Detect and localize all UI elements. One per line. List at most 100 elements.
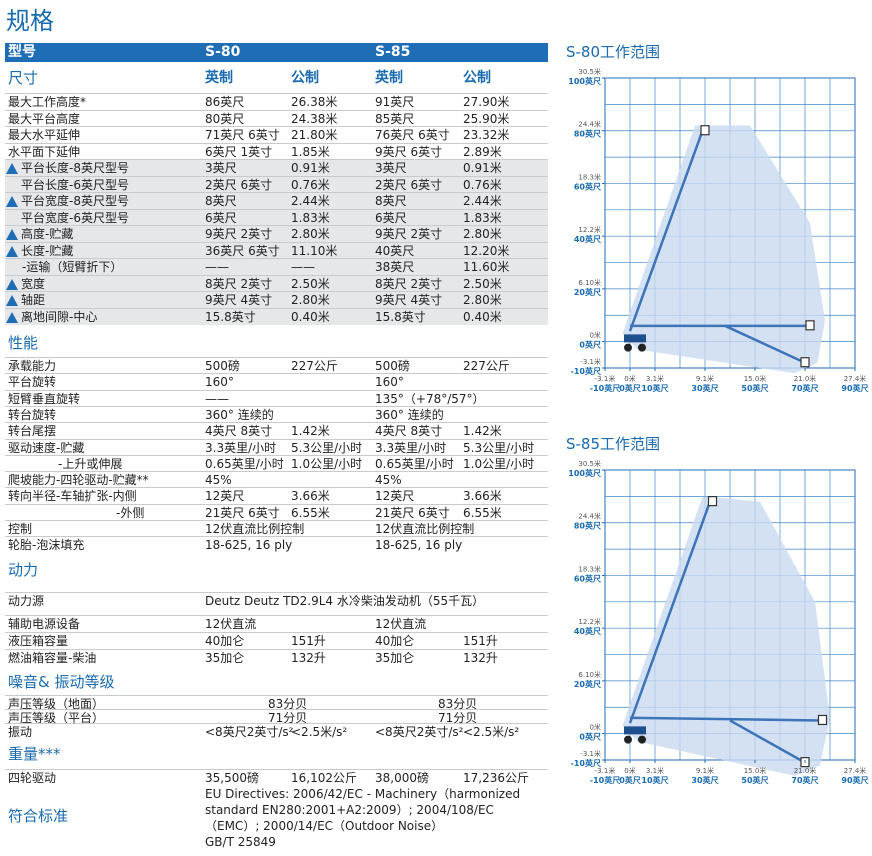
cell-value: 151升 xyxy=(463,634,498,648)
cell-value: 1.42米 xyxy=(291,424,330,438)
row-rule xyxy=(5,225,548,226)
cell-value: 3.66米 xyxy=(463,489,502,503)
row-label: 最大平台高度 xyxy=(8,112,81,126)
unit-header: 公制 xyxy=(463,70,491,86)
work-envelope xyxy=(622,125,825,374)
row-rule xyxy=(5,695,548,696)
cell-value: 45% xyxy=(205,473,232,487)
row-rule xyxy=(5,209,548,210)
cell-value: 8英尺 2英寸 xyxy=(205,277,273,291)
cell-value: 0.76米 xyxy=(463,178,502,192)
row-rule xyxy=(5,373,548,374)
row-label: 辅助电源设备 xyxy=(8,617,81,631)
row-label: 平台宽度-8英尺型号 xyxy=(21,194,129,208)
cell-value: 9英尺 4英寸 xyxy=(205,293,273,307)
cell-value: 2英尺 6英寸 xyxy=(205,178,273,192)
cell-value: 12伏直流 xyxy=(375,617,427,631)
cell-value: 9英尺 6英寸 xyxy=(375,145,443,159)
standards-text: GB/T 25849 xyxy=(205,835,276,849)
cell-value: 11.10米 xyxy=(291,244,338,258)
y-tick-metric: 0米 xyxy=(590,723,601,732)
cell-value: 3英尺 xyxy=(205,161,237,175)
cell-value: 1.83米 xyxy=(463,211,502,225)
y-tick-metric: 24.4米 xyxy=(578,512,601,521)
cell-value: 83分贝 xyxy=(268,697,308,711)
cell-value: 71分贝 xyxy=(438,711,478,725)
cell-value: <8英尺2英寸/s² xyxy=(375,725,464,739)
model-name: S-80 xyxy=(205,44,241,60)
cell-value: 21英尺 6英寸 xyxy=(375,506,450,520)
cell-value: 8英尺 xyxy=(375,194,407,208)
cell-value: 6.55米 xyxy=(463,506,502,520)
cell-value: 16,102公斤 xyxy=(291,771,357,785)
cell-value: 227公斤 xyxy=(463,359,510,373)
row-label: 燃油箱容量-柴油 xyxy=(8,651,97,665)
x-tick-metric: 3.1米 xyxy=(646,374,664,383)
cell-value: 360° 连续的 xyxy=(375,408,444,422)
row-label: 水平面下延伸 xyxy=(8,145,81,159)
row-rule xyxy=(5,192,548,193)
cell-value: 2.44米 xyxy=(463,194,502,208)
cell-value: 0.76米 xyxy=(291,178,330,192)
y-tick-label: -10英尺 xyxy=(571,366,601,376)
x-tick-metric: 21.0米 xyxy=(794,374,817,383)
cell-value: 25.90米 xyxy=(463,112,510,126)
cell-value: 1.42米 xyxy=(463,424,502,438)
cell-value: 3英尺 xyxy=(375,161,407,175)
section-title: 噪音& 振动等级 xyxy=(8,673,115,691)
row-label: 平台长度-8英尺型号 xyxy=(21,161,129,175)
wheel xyxy=(624,343,632,352)
cell-value: 0.91米 xyxy=(463,161,502,175)
row-rule xyxy=(5,709,548,710)
cell-value: 160° xyxy=(205,375,234,389)
y-tick-label: 80英尺 xyxy=(574,521,601,531)
x-tick-label: 70英尺 xyxy=(791,775,818,785)
cell-value: 12英尺 xyxy=(205,489,245,503)
row-rule xyxy=(5,487,548,488)
row-rule xyxy=(5,110,548,111)
standards-text: EU Directives: 2006/42/EC - Machinery（ha… xyxy=(205,787,521,833)
x-tick-label: 90英尺 xyxy=(841,383,868,393)
x-tick-metric: 9.1米 xyxy=(696,374,714,383)
y-tick-metric: -3.1米 xyxy=(580,357,601,366)
cell-value: 12伏直流 xyxy=(205,617,257,631)
y-tick-metric: 6.10米 xyxy=(578,278,601,287)
row-label: 驱动速度-贮藏 xyxy=(8,441,85,455)
cell-value: 91英尺 xyxy=(375,95,415,109)
row-rule xyxy=(5,291,548,292)
cell-value: 35,500磅 xyxy=(205,771,259,785)
y-tick-metric: 12.2米 xyxy=(578,617,601,626)
y-tick-label: 40英尺 xyxy=(574,626,601,636)
row-rule xyxy=(5,390,548,391)
y-tick-metric: 6.10米 xyxy=(578,670,601,679)
row-rule xyxy=(5,769,548,770)
cell-value: 40加仑 xyxy=(375,634,415,648)
row-rule xyxy=(5,439,548,440)
row-label: 平台长度-6英尺型号 xyxy=(21,178,129,192)
x-tick-label: 90英尺 xyxy=(841,775,868,785)
y-tick-metric: 18.3米 xyxy=(578,564,601,573)
cell-value: 86英尺 xyxy=(205,95,245,109)
y-tick-label: 20英尺 xyxy=(574,679,601,689)
y-tick-metric: 0米 xyxy=(590,331,601,340)
x-tick-label: -10英尺 xyxy=(590,383,620,393)
x-tick-label: 50英尺 xyxy=(741,383,768,393)
x-tick-metric: 21.0米 xyxy=(794,766,817,775)
model-label: 型号 xyxy=(8,44,36,60)
wheel xyxy=(638,343,646,352)
x-tick-label: 30英尺 xyxy=(691,775,718,785)
y-tick-label: 100英尺 xyxy=(568,468,601,478)
row-label: 宽度 xyxy=(21,277,46,291)
row-rule xyxy=(5,520,548,521)
row-rule xyxy=(5,357,548,358)
cell-value: 12伏直流比例控制 xyxy=(205,522,305,536)
cell-value: 2英尺 6英寸 xyxy=(375,178,443,192)
x-tick-metric: 15.0米 xyxy=(744,766,767,775)
cell-value: 132升 xyxy=(463,651,498,665)
info-icon xyxy=(6,312,18,323)
row-label: 轮胎-泡沫填充 xyxy=(8,538,85,552)
section-title: 性能 xyxy=(8,334,39,352)
cell-value: 24.38米 xyxy=(291,112,338,126)
cell-value: 3.3英里/小时 xyxy=(375,441,447,455)
